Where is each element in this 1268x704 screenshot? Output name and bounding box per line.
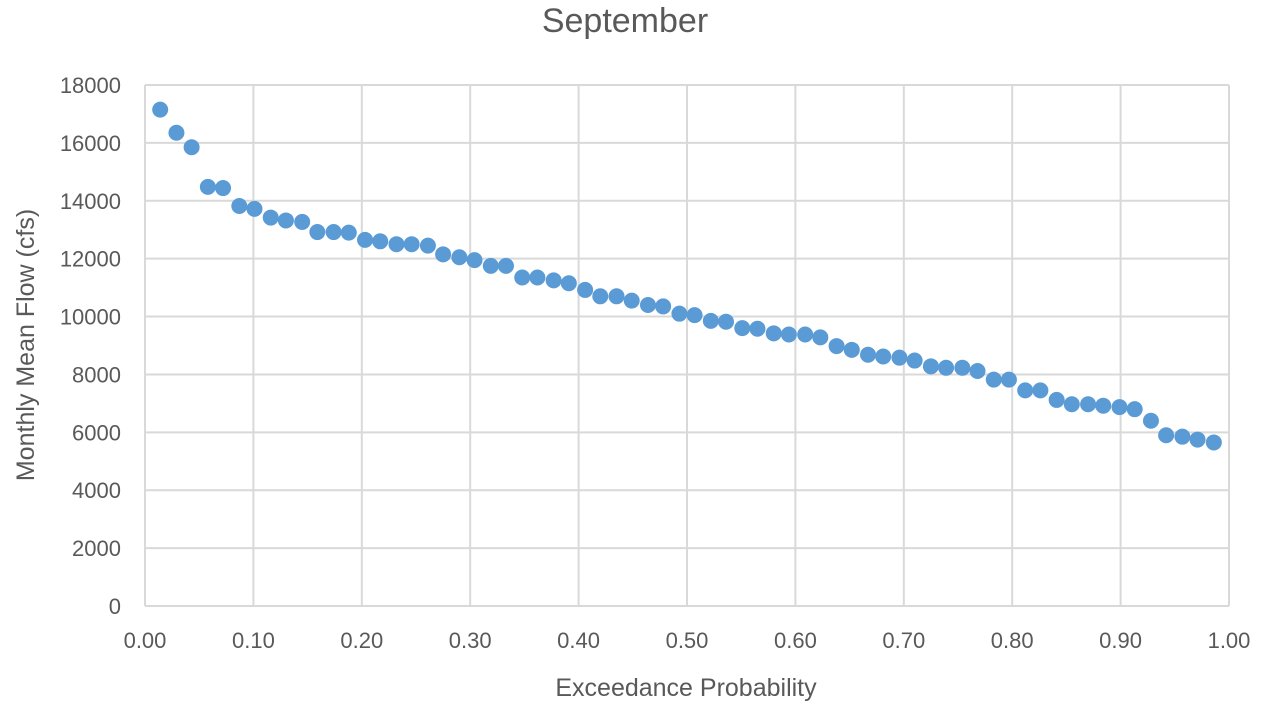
data-point bbox=[529, 269, 546, 286]
y-tick-label: 12000 bbox=[60, 247, 121, 272]
y-tick-label: 16000 bbox=[60, 131, 121, 156]
y-tick-label: 4000 bbox=[72, 478, 121, 503]
data-point bbox=[514, 269, 531, 286]
data-point bbox=[294, 213, 311, 230]
data-point bbox=[183, 139, 200, 156]
data-point bbox=[749, 320, 766, 337]
x-tick-label: 0.80 bbox=[991, 628, 1034, 653]
data-point bbox=[1111, 399, 1128, 416]
data-point bbox=[1158, 427, 1175, 444]
data-point bbox=[938, 359, 955, 376]
data-point bbox=[1189, 431, 1206, 448]
data-point bbox=[655, 298, 672, 315]
data-point bbox=[577, 281, 594, 298]
data-point bbox=[545, 272, 562, 289]
data-point bbox=[1205, 434, 1222, 451]
y-tick-labels: 0 2000 4000 6000 8000 10000 12000 14000 16000 180… bbox=[60, 73, 121, 619]
x-tick-label: 1.00 bbox=[1208, 628, 1251, 653]
data-point bbox=[435, 246, 452, 263]
data-point bbox=[1048, 391, 1065, 408]
y-axis-title: Monthly Mean Flow (cfs) bbox=[12, 209, 40, 481]
data-point bbox=[403, 236, 420, 253]
data-point bbox=[734, 320, 751, 337]
data-point bbox=[969, 362, 986, 379]
data-point bbox=[1000, 371, 1017, 388]
data-point bbox=[309, 224, 326, 241]
data-point bbox=[686, 307, 703, 324]
data-point bbox=[152, 101, 169, 118]
data-point bbox=[985, 371, 1002, 388]
y-tick-label: 14000 bbox=[60, 189, 121, 214]
data-point bbox=[1174, 428, 1191, 445]
data-point bbox=[843, 341, 860, 358]
data-point bbox=[780, 326, 797, 343]
data-point bbox=[1095, 397, 1112, 414]
y-tick-label: 8000 bbox=[72, 362, 121, 387]
x-tick-label: 0.10 bbox=[232, 628, 275, 653]
data-point bbox=[231, 197, 248, 214]
data-point bbox=[451, 249, 468, 266]
data-point bbox=[419, 237, 436, 254]
data-point bbox=[372, 233, 389, 250]
data-point bbox=[906, 352, 923, 369]
data-point bbox=[608, 288, 625, 305]
x-tick-label: 0.70 bbox=[882, 628, 925, 653]
data-point bbox=[388, 236, 405, 253]
data-point bbox=[702, 312, 719, 329]
data-point bbox=[199, 178, 216, 195]
data-point bbox=[828, 338, 845, 355]
data-point bbox=[560, 275, 577, 292]
data-point bbox=[168, 124, 185, 141]
data-point bbox=[262, 209, 279, 226]
data-point bbox=[1126, 401, 1143, 418]
data-point bbox=[497, 257, 514, 274]
data-point bbox=[860, 346, 877, 363]
x-tick-label: 0.40 bbox=[557, 628, 600, 653]
y-tick-label: 0 bbox=[109, 594, 121, 619]
data-point bbox=[592, 288, 609, 305]
data-point bbox=[718, 313, 735, 330]
data-point bbox=[922, 358, 939, 375]
y-tick-label: 2000 bbox=[72, 536, 121, 561]
data-point bbox=[466, 252, 483, 269]
data-point bbox=[797, 326, 814, 343]
data-point bbox=[765, 325, 782, 342]
data-point bbox=[246, 200, 263, 217]
x-tick-label: 0.60 bbox=[774, 628, 817, 653]
data-point bbox=[340, 224, 357, 241]
data-point bbox=[812, 329, 829, 346]
y-tick-label: 18000 bbox=[60, 73, 121, 98]
data-point bbox=[891, 349, 908, 366]
data-point bbox=[875, 348, 892, 365]
y-tick-label: 10000 bbox=[60, 305, 121, 330]
chart-title: September bbox=[541, 2, 709, 40]
data-point bbox=[1063, 396, 1080, 413]
data-point bbox=[1142, 412, 1159, 429]
data-point bbox=[357, 231, 374, 248]
data-point bbox=[482, 257, 499, 274]
gridlines bbox=[144, 84, 1230, 607]
data-point bbox=[954, 359, 971, 376]
x-tick-label: 0.20 bbox=[340, 628, 383, 653]
data-point bbox=[1017, 382, 1034, 399]
data-point bbox=[215, 180, 232, 197]
data-point bbox=[639, 296, 656, 313]
data-points bbox=[152, 101, 1222, 451]
x-tick-label: 0.50 bbox=[666, 628, 709, 653]
x-tick-label: 0.00 bbox=[124, 628, 167, 653]
data-point bbox=[325, 224, 342, 241]
x-axis-title: Exceedance Probability bbox=[555, 674, 817, 702]
x-tick-label: 0.30 bbox=[449, 628, 492, 653]
data-point bbox=[1032, 382, 1049, 399]
data-point bbox=[1080, 396, 1097, 413]
data-point bbox=[671, 305, 688, 322]
data-point bbox=[623, 292, 640, 309]
y-tick-label: 6000 bbox=[72, 420, 121, 445]
x-tick-label: 0.90 bbox=[1099, 628, 1142, 653]
data-point bbox=[277, 212, 294, 229]
x-tick-labels: 0.00 0.10 0.20 0.30 0.40 0.50 0.60 0.70 0.80 0.90… bbox=[124, 628, 1251, 653]
